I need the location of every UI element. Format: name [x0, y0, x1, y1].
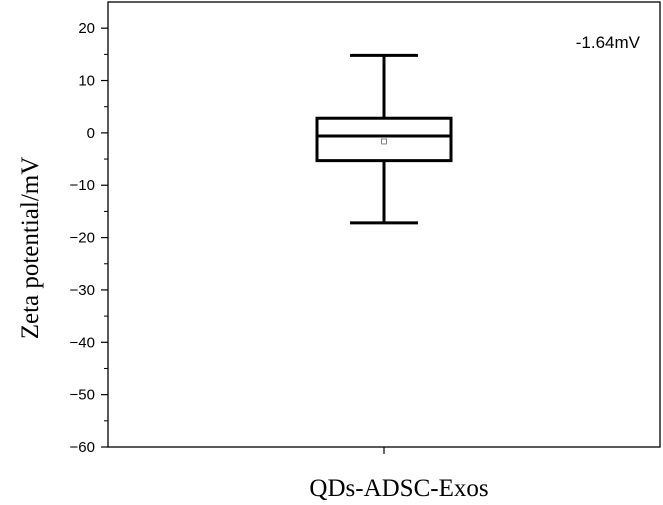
y-tick-label: −60 [70, 439, 95, 456]
y-tick-label: −20 [70, 230, 95, 247]
mean-marker [381, 138, 387, 145]
y-tick-label: −10 [70, 177, 95, 194]
plot-area: 20 10 0 −10 −20 −30 −40 −50 −60 [70, 1, 661, 456]
y-tick-label: 0 [87, 125, 95, 142]
y-axis-title: Zeta potential/mV [17, 157, 44, 340]
y-tick-label: −40 [70, 334, 95, 351]
iqr-box [315, 116, 453, 163]
mean-annotation: -1.64mV [576, 33, 641, 52]
y-tick-label: −50 [70, 387, 95, 404]
y-tick-label: −30 [70, 282, 95, 299]
y-tick-label: 20 [78, 20, 95, 37]
y-tick-label: 10 [78, 73, 95, 90]
x-category-label: QDs-ADSC-Exos [309, 475, 488, 502]
